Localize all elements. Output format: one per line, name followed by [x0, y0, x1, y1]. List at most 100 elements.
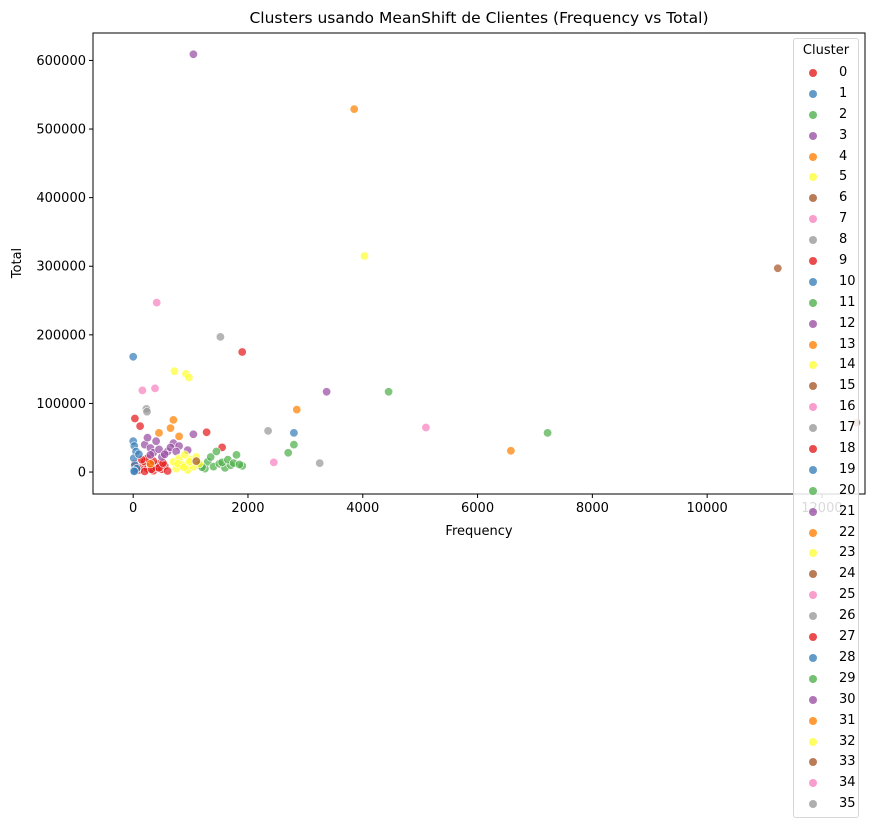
legend-marker — [809, 716, 817, 725]
legend-item-2: 2 — [794, 106, 858, 127]
legend-marker — [809, 653, 817, 662]
cluster-2-point-19 — [283, 448, 293, 458]
y-tick-label: 300000 — [36, 260, 86, 275]
legend-marker — [809, 340, 817, 349]
legend-label: 30 — [839, 691, 856, 707]
legend-item-5: 5 — [794, 168, 858, 189]
legend-item-26: 26 — [794, 607, 858, 628]
legend-marker — [809, 89, 817, 98]
legend-marker — [809, 779, 817, 788]
legend-marker — [809, 173, 817, 182]
cluster-4-point-7 — [145, 459, 155, 469]
cluster-3-point-12 — [160, 449, 170, 459]
legend-label: 29 — [839, 670, 856, 686]
legend-item-3: 3 — [794, 127, 858, 148]
cluster-2-point-16 — [384, 387, 394, 397]
legend-marker — [809, 674, 817, 683]
cluster-4-point-4 — [166, 423, 176, 433]
legend-label: 17 — [839, 420, 856, 436]
cluster-7-point-2 — [150, 383, 160, 393]
legend-marker — [809, 424, 817, 433]
plot-frame — [92, 32, 866, 495]
y-tick-label: 600000 — [36, 54, 86, 69]
legend-items: 0 1 2 3 4 5 6 7 8 9 10 11 12 13 14 15 16 17 18 19 20 21 22 23 24… — [794, 64, 858, 816]
legend-item-11: 11 — [794, 294, 858, 315]
cluster-7-point-4 — [269, 457, 279, 467]
legend-label: 25 — [839, 587, 856, 603]
legend-label: 9 — [839, 253, 848, 269]
legend-marker — [809, 69, 817, 77]
cluster-0-point-23 — [130, 413, 140, 423]
legend-marker — [809, 737, 817, 746]
legend-item-18: 18 — [794, 440, 858, 461]
x-tick-label: 10000 — [686, 501, 727, 516]
legend-label: 16 — [839, 399, 856, 415]
legend-label: 24 — [839, 566, 856, 582]
legend-label: 5 — [839, 169, 848, 185]
legend-label: 20 — [839, 482, 856, 498]
legend-label: 32 — [839, 733, 856, 749]
y-axis: 0 100000 200000 300000 400000 500000 600000 — [36, 54, 93, 481]
legend-item-1: 1 — [794, 85, 858, 106]
legend-item-25: 25 — [794, 586, 858, 607]
legend-label: 6 — [839, 190, 848, 206]
legend-item-30: 30 — [794, 691, 858, 712]
x-tick-label: 8000 — [576, 501, 609, 516]
legend-label: 2 — [839, 106, 848, 122]
legend-title: Cluster — [802, 43, 850, 58]
legend-marker — [809, 507, 817, 516]
legend-marker — [809, 570, 817, 579]
y-tick-label: 100000 — [36, 397, 86, 412]
legend-marker — [809, 131, 817, 140]
cluster-1-point-8 — [134, 449, 144, 459]
legend-label: 1 — [839, 85, 848, 101]
legend-item-22: 22 — [794, 524, 858, 545]
legend: Cluster 0 1 2 3 4 5 6 7 8 9 10 11 12 13 14 15 16 17 18 19 20… — [793, 38, 859, 818]
legend-item-29: 29 — [794, 670, 858, 691]
legend-label: 15 — [839, 378, 856, 394]
legend-item-12: 12 — [794, 315, 858, 336]
legend-label: 12 — [839, 315, 856, 331]
legend-label: 0 — [839, 65, 848, 80]
legend-item-27: 27 — [794, 628, 858, 649]
legend-marker — [809, 277, 817, 286]
legend-marker — [809, 215, 817, 224]
x-tick-label: 2000 — [231, 501, 264, 516]
cluster-4-point-5 — [174, 431, 184, 441]
cluster-5-point-0 — [359, 251, 369, 261]
legend-item-15: 15 — [794, 377, 858, 398]
legend-label: 3 — [839, 127, 848, 143]
cluster-1-point-10 — [129, 466, 139, 476]
legend-item-0: 0 — [794, 64, 858, 85]
cluster-7-point-0 — [152, 298, 162, 308]
cluster-3-point-16 — [322, 387, 332, 397]
legend-item-7: 7 — [794, 210, 858, 231]
legend-marker — [809, 445, 817, 454]
legend-label: 33 — [839, 754, 856, 770]
legend-label: 23 — [839, 545, 856, 561]
cluster-2-point-18 — [289, 440, 299, 450]
legend-marker — [809, 152, 817, 161]
cluster-2-point-10 — [211, 446, 221, 456]
legend-item-4: 4 — [794, 148, 858, 169]
legend-item-35: 35 — [794, 795, 858, 816]
legend-label: 7 — [839, 211, 848, 227]
legend-marker — [809, 382, 817, 391]
data-points — [128, 49, 861, 476]
y-tick-label: 0 — [78, 466, 86, 481]
legend-marker — [809, 110, 817, 119]
cluster-7-point-1 — [137, 385, 147, 395]
legend-label: 21 — [839, 503, 856, 519]
y-tick-label: 500000 — [36, 123, 86, 138]
x-axis-label: Frequency — [445, 524, 512, 539]
cluster-7-point-3 — [421, 422, 431, 432]
cluster-3-point-14 — [145, 450, 155, 460]
cluster-0-point-24 — [135, 421, 145, 431]
legend-item-28: 28 — [794, 649, 858, 670]
legend-marker — [809, 298, 817, 307]
cluster-3-point-10 — [188, 429, 198, 439]
cluster-3-point-11 — [154, 444, 164, 454]
legend-item-23: 23 — [794, 544, 858, 565]
cluster-4-point-1 — [292, 405, 302, 415]
